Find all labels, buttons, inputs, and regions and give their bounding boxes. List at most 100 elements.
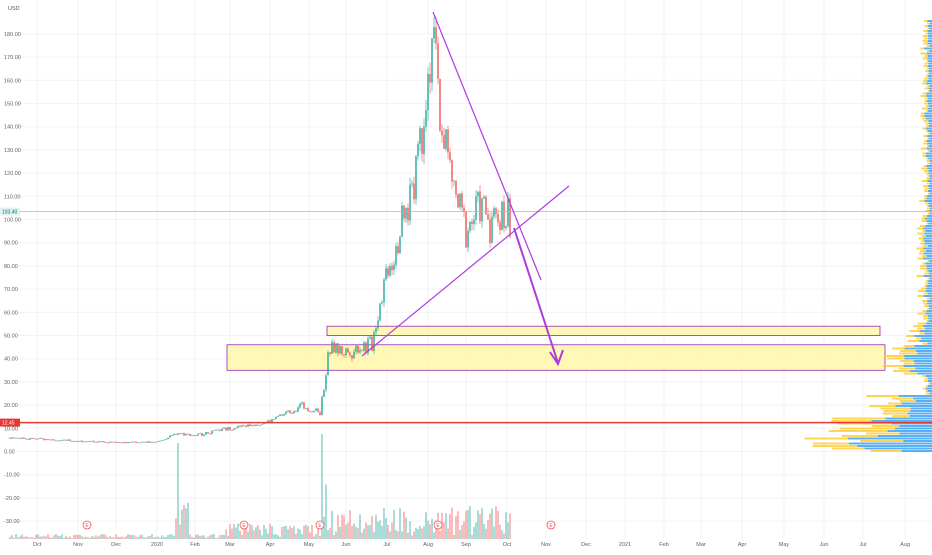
candle-body: [339, 346, 341, 354]
volume-bar: [305, 524, 307, 539]
volume-bar: [141, 534, 143, 539]
candle-body: [481, 198, 483, 222]
vp-bar-down: [920, 95, 927, 97]
volume-bar: [427, 520, 429, 539]
volume-bar: [215, 537, 217, 539]
volume-bar: [347, 522, 349, 539]
volume-bar: [87, 537, 89, 539]
volume-bar: [143, 537, 145, 539]
volume-bar: [269, 523, 271, 539]
vp-bar-up: [927, 97, 932, 100]
volume-bar: [33, 537, 35, 539]
volume-bar: [31, 536, 33, 539]
vp-bar-down: [924, 380, 928, 382]
candle-body: [483, 196, 485, 199]
candle-body: [173, 433, 175, 436]
candle-body: [123, 441, 125, 444]
x-tick-label: Apr: [738, 542, 747, 548]
vp-bar-up: [927, 380, 932, 382]
earnings-marker-icon[interactable]: [239, 520, 249, 530]
volume-bar: [227, 535, 229, 539]
vp-bar-down: [813, 442, 849, 445]
vp-bar-up: [928, 280, 932, 282]
volume-bar: [235, 527, 237, 539]
vp-bar-down: [924, 97, 928, 100]
vp-bar-up: [848, 442, 932, 445]
earnings-marker-icon[interactable]: [546, 520, 556, 530]
volume-bar: [17, 537, 19, 539]
candle-body: [435, 27, 437, 44]
volume-bar: [109, 536, 111, 539]
volume-bar: [59, 536, 61, 539]
vp-bar-up: [919, 340, 932, 342]
volume-bar: [359, 514, 361, 539]
earnings-marker-icon[interactable]: [433, 520, 443, 530]
y-tick-label: 110.00: [4, 194, 20, 200]
candle-body: [455, 180, 457, 195]
volume-bar: [185, 508, 187, 539]
vp-bar-up: [928, 272, 932, 275]
volume-bar: [313, 536, 315, 539]
earnings-marker-icon[interactable]: [82, 520, 92, 530]
vp-bar-up: [923, 227, 932, 230]
y-tick-label: 30.00: [4, 380, 18, 386]
x-tick-label: Jun: [820, 542, 829, 548]
volume-bar: [237, 523, 239, 539]
vp-bar-down: [832, 447, 865, 450]
earnings-marker-label: E: [242, 523, 246, 529]
candle-body: [337, 343, 339, 354]
candle-body: [253, 425, 255, 426]
x-tick-label: Nov: [73, 542, 83, 548]
volume-bar: [71, 537, 73, 539]
candle-body: [495, 208, 497, 215]
volume-bar: [271, 526, 273, 539]
candle-body: [185, 433, 187, 436]
drawings[interactable]: [361, 11, 570, 367]
candle-body: [219, 429, 221, 432]
earnings-marker-icon[interactable]: [315, 520, 325, 530]
volume-bar: [107, 537, 109, 539]
volume-bar: [415, 527, 417, 539]
vp-bar-down: [927, 72, 929, 75]
volume-bar: [47, 534, 49, 539]
volume-bar: [479, 514, 481, 539]
volume-bar: [461, 525, 463, 539]
volume-bar: [405, 517, 407, 539]
volume-bar: [449, 513, 451, 539]
candle-body: [165, 439, 167, 440]
candle-body: [109, 441, 111, 443]
vp-bar-up: [907, 412, 932, 415]
vp-bar-up: [922, 237, 932, 240]
volume-bar: [439, 530, 441, 539]
volume-bar: [315, 534, 317, 539]
vp-bar-up: [925, 290, 932, 292]
vp-bar-down: [925, 70, 929, 72]
vp-bar-up: [929, 105, 932, 107]
candle-body: [269, 420, 271, 423]
vp-bar-down: [903, 345, 915, 347]
vp-bar-down: [880, 407, 911, 410]
candle-body: [447, 129, 449, 153]
volume-bar: [477, 510, 479, 539]
vp-bar-up: [928, 122, 932, 125]
vp-bar-down: [922, 117, 927, 120]
volume-bar: [173, 535, 175, 539]
vp-bar-down: [922, 35, 929, 37]
vp-bar-down: [924, 195, 928, 197]
candle-body: [285, 411, 287, 414]
volume-bar: [323, 516, 325, 539]
candle-body: [59, 440, 61, 442]
vp-bar-up: [927, 300, 932, 302]
candle-body: [257, 424, 259, 426]
volume-bar: [25, 536, 27, 539]
volume-bar: [241, 534, 243, 539]
candle-body: [297, 407, 299, 412]
vp-bar-up: [914, 345, 932, 347]
vp-bar-up: [927, 342, 932, 345]
volume-bar: [53, 535, 55, 539]
vp-bar-up: [929, 125, 932, 127]
candle-body: [53, 439, 55, 441]
